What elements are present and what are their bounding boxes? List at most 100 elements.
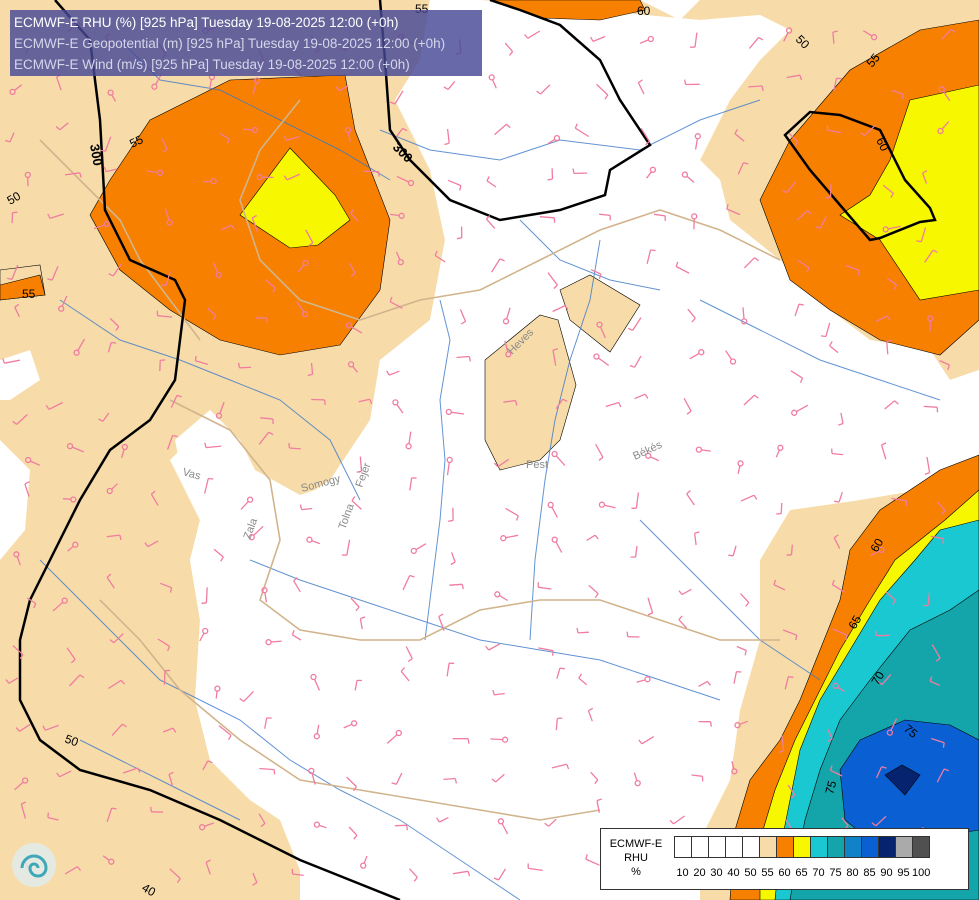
wind-barb xyxy=(58,295,68,312)
wind-barb xyxy=(725,350,737,365)
wind-barb xyxy=(794,303,804,317)
wind-barb xyxy=(310,673,321,691)
wind-barb xyxy=(538,647,554,656)
wind-barb xyxy=(936,768,950,783)
legend-swatch xyxy=(691,836,709,858)
wind-barb xyxy=(937,121,950,135)
wind-barb xyxy=(436,817,449,823)
wind-barb xyxy=(862,30,878,41)
wind-barb xyxy=(694,133,701,150)
wind-barb xyxy=(56,770,72,778)
wind-barb xyxy=(923,405,939,413)
wind-barb xyxy=(2,358,20,364)
wind-barb xyxy=(493,868,507,881)
wind-barb xyxy=(395,127,408,137)
legend-tick-label: 90 xyxy=(880,867,893,879)
wind-barb xyxy=(640,128,650,146)
wind-barb xyxy=(389,296,403,309)
wind-barb xyxy=(786,74,803,81)
wind-barb xyxy=(488,74,497,89)
wind-barb xyxy=(486,176,497,188)
wind-barb xyxy=(199,627,209,642)
geopotential-label: 300 xyxy=(87,143,106,167)
wind-barb xyxy=(505,507,519,521)
wind-barb xyxy=(683,397,692,415)
rhu-label: 75 xyxy=(822,779,839,796)
wind-barb xyxy=(726,204,741,216)
wind-barb xyxy=(748,85,764,92)
legend-tick-label: 100 xyxy=(912,867,931,879)
wind-barb xyxy=(265,279,276,293)
wind-barb xyxy=(169,868,181,884)
legend-swatch xyxy=(895,836,913,858)
wind-barb xyxy=(106,534,122,541)
wind-barb xyxy=(219,132,230,144)
wind-barb xyxy=(634,393,649,400)
wind-barb xyxy=(405,646,413,663)
wind-barb xyxy=(786,544,793,556)
legend-tick-label: 60 xyxy=(778,867,791,879)
wind-barb xyxy=(396,175,415,187)
wind-barb xyxy=(941,28,956,40)
wind-barb xyxy=(255,317,269,324)
wind-barb xyxy=(161,271,171,287)
wind-barb xyxy=(47,213,64,220)
wind-barb xyxy=(144,540,159,548)
wind-barb xyxy=(782,629,798,641)
wind-barb xyxy=(283,135,300,142)
wind-barb xyxy=(297,259,309,273)
wind-barb xyxy=(215,401,225,419)
wind-barb xyxy=(536,84,551,95)
wind-barb xyxy=(108,263,122,277)
wind-barb xyxy=(930,535,944,544)
wind-barb xyxy=(452,738,470,744)
wind-barb xyxy=(636,676,651,683)
wind-barb xyxy=(335,85,349,92)
legend-tick-label: 80 xyxy=(846,867,859,879)
wind-barb xyxy=(637,79,645,95)
wind-barb xyxy=(14,303,20,317)
wind-barb xyxy=(237,362,251,369)
wind-barb xyxy=(356,456,363,473)
wind-barb xyxy=(784,676,794,690)
wind-barb xyxy=(394,824,409,831)
wind-barb xyxy=(527,863,543,872)
wind-barb xyxy=(120,443,128,458)
wind-barb xyxy=(313,724,320,740)
wind-barb xyxy=(390,212,405,219)
wind-barb xyxy=(360,855,368,869)
wind-barb xyxy=(787,784,796,799)
wind-barb xyxy=(446,662,455,677)
wind-barb xyxy=(927,315,934,332)
title-line-rhu: ECMWF-E RHU (%) [925 hPa] Tuesday 19-08-… xyxy=(14,15,399,30)
wind-barb xyxy=(551,763,570,770)
wind-barb xyxy=(307,362,314,377)
wind-barb xyxy=(163,669,171,685)
wind-barb xyxy=(645,452,659,462)
wind-barb xyxy=(67,541,79,552)
wind-barb xyxy=(832,628,848,641)
wind-barb xyxy=(502,307,511,325)
wind-barb xyxy=(796,210,812,221)
wind-barb xyxy=(400,667,410,682)
wind-barb xyxy=(782,180,797,194)
wind-barb xyxy=(590,269,602,279)
legend-tick-label: 20 xyxy=(693,867,706,879)
legend-swatch xyxy=(776,836,794,858)
legend-swatch xyxy=(759,836,777,858)
wind-barb xyxy=(547,134,561,145)
wind-barb xyxy=(283,173,301,181)
wind-barb xyxy=(240,496,254,510)
wind-barb xyxy=(402,574,415,591)
wind-barb xyxy=(449,583,464,590)
wind-barb xyxy=(252,77,261,95)
wind-barb xyxy=(493,458,510,468)
wind-barb xyxy=(201,587,208,604)
wind-barb xyxy=(884,400,899,410)
legend-tick-label: 70 xyxy=(812,867,825,879)
wind-barb xyxy=(891,497,907,506)
wind-barb xyxy=(882,225,901,233)
rhu-label: 60 xyxy=(867,536,886,555)
wind-barb xyxy=(686,490,695,506)
